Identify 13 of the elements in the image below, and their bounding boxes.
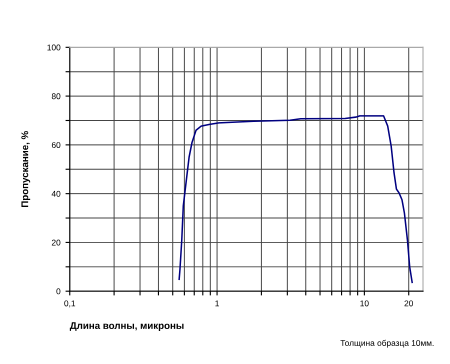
- y-tick-label: 60: [52, 142, 60, 148]
- x-tick-label: 20: [404, 300, 414, 306]
- y-tick-label: 80: [52, 93, 60, 100]
- y-tick-label: 40: [52, 190, 60, 197]
- y-axis-title: Пропускание, %: [21, 131, 30, 208]
- x-axis-title: Длина волны, микроны: [70, 322, 184, 331]
- x-tick-label: 0,1: [64, 300, 76, 308]
- x-tick-label: 1: [215, 300, 219, 306]
- text: Толщина образца 10мм.: [340, 340, 434, 348]
- x-tick-label: 10: [360, 300, 369, 306]
- y-tick-label: 0: [56, 288, 60, 294]
- y-tick-label: 100: [47, 44, 60, 50]
- y-tick-label: 20: [52, 240, 60, 246]
